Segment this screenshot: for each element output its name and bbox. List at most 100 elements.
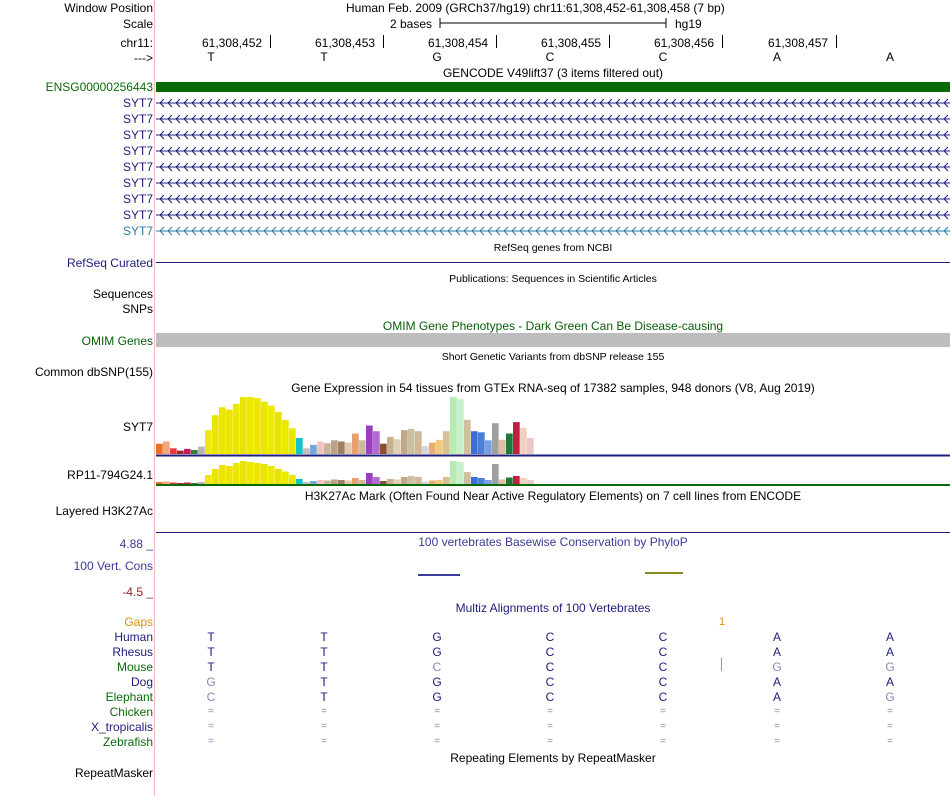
gtex-rp11-bar[interactable] bbox=[485, 480, 492, 484]
syt7-transcript-line[interactable] bbox=[156, 194, 950, 204]
syt7-transcript-label[interactable]: SYT7 bbox=[122, 96, 153, 110]
gtex-rp11-bar[interactable] bbox=[247, 462, 254, 484]
gtex-syt7-bar[interactable] bbox=[177, 450, 184, 454]
gtex-rp11-bar[interactable] bbox=[331, 479, 338, 485]
syt7-transcript-label[interactable]: SYT7 bbox=[122, 208, 153, 222]
gtex-rp11-bar[interactable] bbox=[520, 478, 527, 484]
gtex-rp11-bar[interactable] bbox=[254, 463, 261, 484]
gtex-rp11-bar[interactable] bbox=[401, 477, 408, 484]
gtex-syt7-bar[interactable] bbox=[205, 430, 212, 454]
gtex-syt7-bar[interactable] bbox=[457, 399, 464, 454]
gtex-rp11-bar[interactable] bbox=[310, 481, 317, 484]
gencode-gene-bar[interactable] bbox=[156, 82, 950, 92]
refseq-gene-line[interactable] bbox=[156, 262, 950, 263]
gtex-syt7-bar[interactable] bbox=[303, 448, 310, 454]
gtex-syt7-label[interactable]: SYT7 bbox=[122, 420, 153, 434]
gtex-syt7-bar[interactable] bbox=[373, 431, 380, 454]
gtex-syt7-bar[interactable] bbox=[324, 443, 331, 454]
gtex-rp11-bar[interactable] bbox=[205, 475, 212, 484]
gtex-rp11-bar[interactable] bbox=[464, 472, 471, 484]
gtex-syt7-bar[interactable] bbox=[191, 450, 198, 454]
gtex-rp11-label[interactable]: RP11-794G24.1 bbox=[67, 468, 153, 482]
gtex-syt7-bar[interactable] bbox=[198, 446, 205, 454]
gtex-rp11-bar[interactable] bbox=[457, 462, 464, 484]
gtex-syt7-bar[interactable] bbox=[275, 411, 282, 454]
gtex-rp11-bar[interactable] bbox=[408, 476, 415, 484]
gtex-rp11-bar[interactable] bbox=[289, 475, 296, 484]
gtex-syt7-bar[interactable] bbox=[499, 439, 506, 455]
gtex-rp11-bar[interactable] bbox=[184, 482, 191, 485]
gtex-syt7-bar[interactable] bbox=[233, 403, 240, 454]
gtex-syt7-bar[interactable] bbox=[485, 440, 492, 454]
syt7-transcript-line[interactable] bbox=[156, 162, 950, 172]
gtex-syt7-bar[interactable] bbox=[394, 439, 401, 454]
gtex-syt7-bar[interactable] bbox=[401, 430, 408, 454]
gtex-syt7-bar[interactable] bbox=[520, 427, 527, 454]
gtex-syt7-bar[interactable] bbox=[436, 439, 443, 455]
gtex-rp11-bar[interactable] bbox=[443, 477, 450, 484]
gtex-syt7-bar[interactable] bbox=[345, 442, 352, 454]
repeat-label[interactable]: RepeatMasker bbox=[74, 766, 153, 780]
gtex-syt7-bar[interactable] bbox=[450, 397, 457, 454]
syt7-transcript-line[interactable] bbox=[156, 98, 950, 108]
gtex-rp11-bar[interactable] bbox=[156, 482, 163, 484]
gtex-syt7-bar[interactable] bbox=[240, 397, 247, 454]
gtex-syt7-bar[interactable] bbox=[247, 397, 254, 454]
gtex-rp11-bar[interactable] bbox=[352, 478, 359, 484]
syt7-transcript-label[interactable]: SYT7 bbox=[122, 176, 153, 190]
syt7-transcript-label[interactable]: SYT7 bbox=[122, 192, 153, 206]
gtex-syt7-bar[interactable] bbox=[156, 443, 163, 454]
gtex-rp11-bar[interactable] bbox=[422, 481, 429, 485]
gtex-syt7-bar[interactable] bbox=[163, 441, 170, 455]
syt7-transcript-label[interactable]: SYT7 bbox=[122, 128, 153, 142]
gtex-rp11-bar[interactable] bbox=[345, 480, 352, 485]
species-label[interactable]: Chicken bbox=[109, 705, 153, 719]
omim-phenotype-bar[interactable] bbox=[156, 333, 950, 347]
gtex-rp11-bar[interactable] bbox=[359, 480, 366, 484]
gtex-syt7-bar[interactable] bbox=[212, 415, 219, 454]
gtex-rp11-bar[interactable] bbox=[163, 481, 170, 485]
gtex-rp11-bar[interactable] bbox=[268, 466, 275, 484]
gtex-rp11-bar[interactable] bbox=[394, 479, 401, 485]
species-label[interactable]: Elephant bbox=[105, 690, 153, 704]
gtex-rp11-bar[interactable] bbox=[366, 473, 373, 484]
h3k27-label[interactable]: Layered H3K27Ac bbox=[55, 504, 153, 518]
gtex-rp11-bar[interactable] bbox=[303, 482, 310, 484]
species-label[interactable]: Mouse bbox=[116, 660, 153, 674]
gtex-syt7-bar[interactable] bbox=[226, 409, 233, 455]
gaps-label[interactable]: Gaps bbox=[124, 615, 153, 629]
pubs-snps-label[interactable]: SNPs bbox=[122, 302, 153, 316]
gtex-syt7-bar[interactable] bbox=[387, 436, 394, 454]
gtex-syt7-bar[interactable] bbox=[492, 423, 499, 454]
gtex-syt7-bar[interactable] bbox=[464, 419, 471, 454]
gtex-rp11-bar[interactable] bbox=[170, 482, 177, 485]
gtex-rp11-bar[interactable] bbox=[471, 477, 478, 484]
gtex-syt7-bar[interactable] bbox=[408, 428, 415, 454]
gencode-gene-label[interactable]: ENSG00000256443 bbox=[45, 80, 153, 94]
gtex-rp11-bar[interactable] bbox=[191, 483, 198, 484]
gtex-rp11-bar[interactable] bbox=[499, 479, 506, 485]
gtex-rp11-bar[interactable] bbox=[478, 478, 485, 484]
gtex-syt7-bar[interactable] bbox=[366, 425, 373, 455]
gtex-syt7-bar[interactable] bbox=[268, 405, 275, 454]
gtex-syt7-bar[interactable] bbox=[527, 438, 534, 454]
gtex-syt7-bar[interactable] bbox=[513, 422, 520, 454]
syt7-transcript-label[interactable]: SYT7 bbox=[122, 160, 153, 174]
gtex-syt7-bar[interactable] bbox=[254, 398, 261, 454]
syt7-transcript-line[interactable] bbox=[156, 226, 950, 236]
gtex-rp11-bar[interactable] bbox=[387, 479, 394, 484]
gtex-rp11-bar[interactable] bbox=[506, 477, 513, 485]
phylop-label[interactable]: 100 Vert. Cons bbox=[73, 559, 153, 573]
gtex-syt7-bar[interactable] bbox=[289, 428, 296, 454]
gtex-syt7-bar[interactable] bbox=[506, 433, 513, 455]
gtex-syt7-bar[interactable] bbox=[429, 442, 436, 454]
gtex-rp11-bar[interactable] bbox=[219, 465, 226, 484]
gtex-rp11-bar[interactable] bbox=[317, 480, 324, 484]
gtex-rp11-bar[interactable] bbox=[373, 477, 380, 484]
gtex-rp11-bar[interactable] bbox=[275, 469, 282, 484]
gtex-rp11-bar[interactable] bbox=[177, 483, 184, 484]
gtex-syt7-bar[interactable] bbox=[422, 446, 429, 454]
gtex-syt7-bar[interactable] bbox=[338, 441, 345, 455]
gtex-rp11-bar[interactable] bbox=[436, 480, 443, 484]
gtex-rp11-bar[interactable] bbox=[233, 463, 240, 484]
